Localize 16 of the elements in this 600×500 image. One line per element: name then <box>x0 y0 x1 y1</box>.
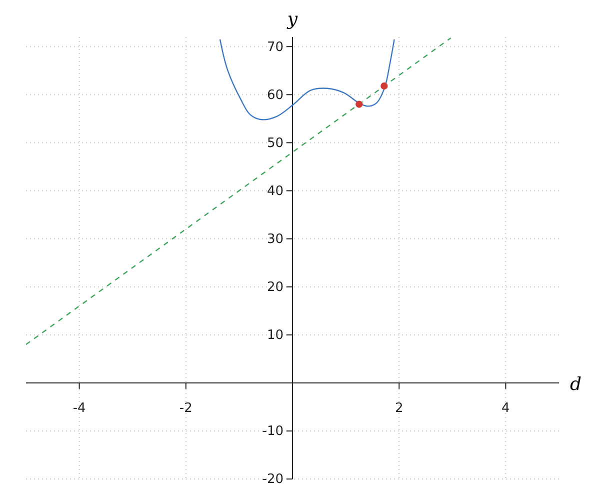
y-tick-label: 60 <box>266 88 284 103</box>
line-series <box>219 38 395 120</box>
y-tick-label: 50 <box>266 136 284 151</box>
y-tick-label: 10 <box>266 328 284 344</box>
x-axis-title: d <box>570 374 582 395</box>
y-tick-label: 40 <box>266 184 284 199</box>
x-tick-label: -4 <box>72 401 86 416</box>
x-tick-label: 2 <box>394 401 404 416</box>
y-tick-label: 30 <box>266 232 284 247</box>
y-tick-label: 70 <box>266 40 284 55</box>
y-tick-label: -10 <box>262 424 284 440</box>
y-axis-title: y <box>286 9 298 30</box>
x-tick-label: 4 <box>502 401 510 416</box>
y-tick-label: -20 <box>262 472 284 488</box>
y-tick-label: 20 <box>266 280 284 295</box>
x-tick-label: -2 <box>179 401 192 416</box>
